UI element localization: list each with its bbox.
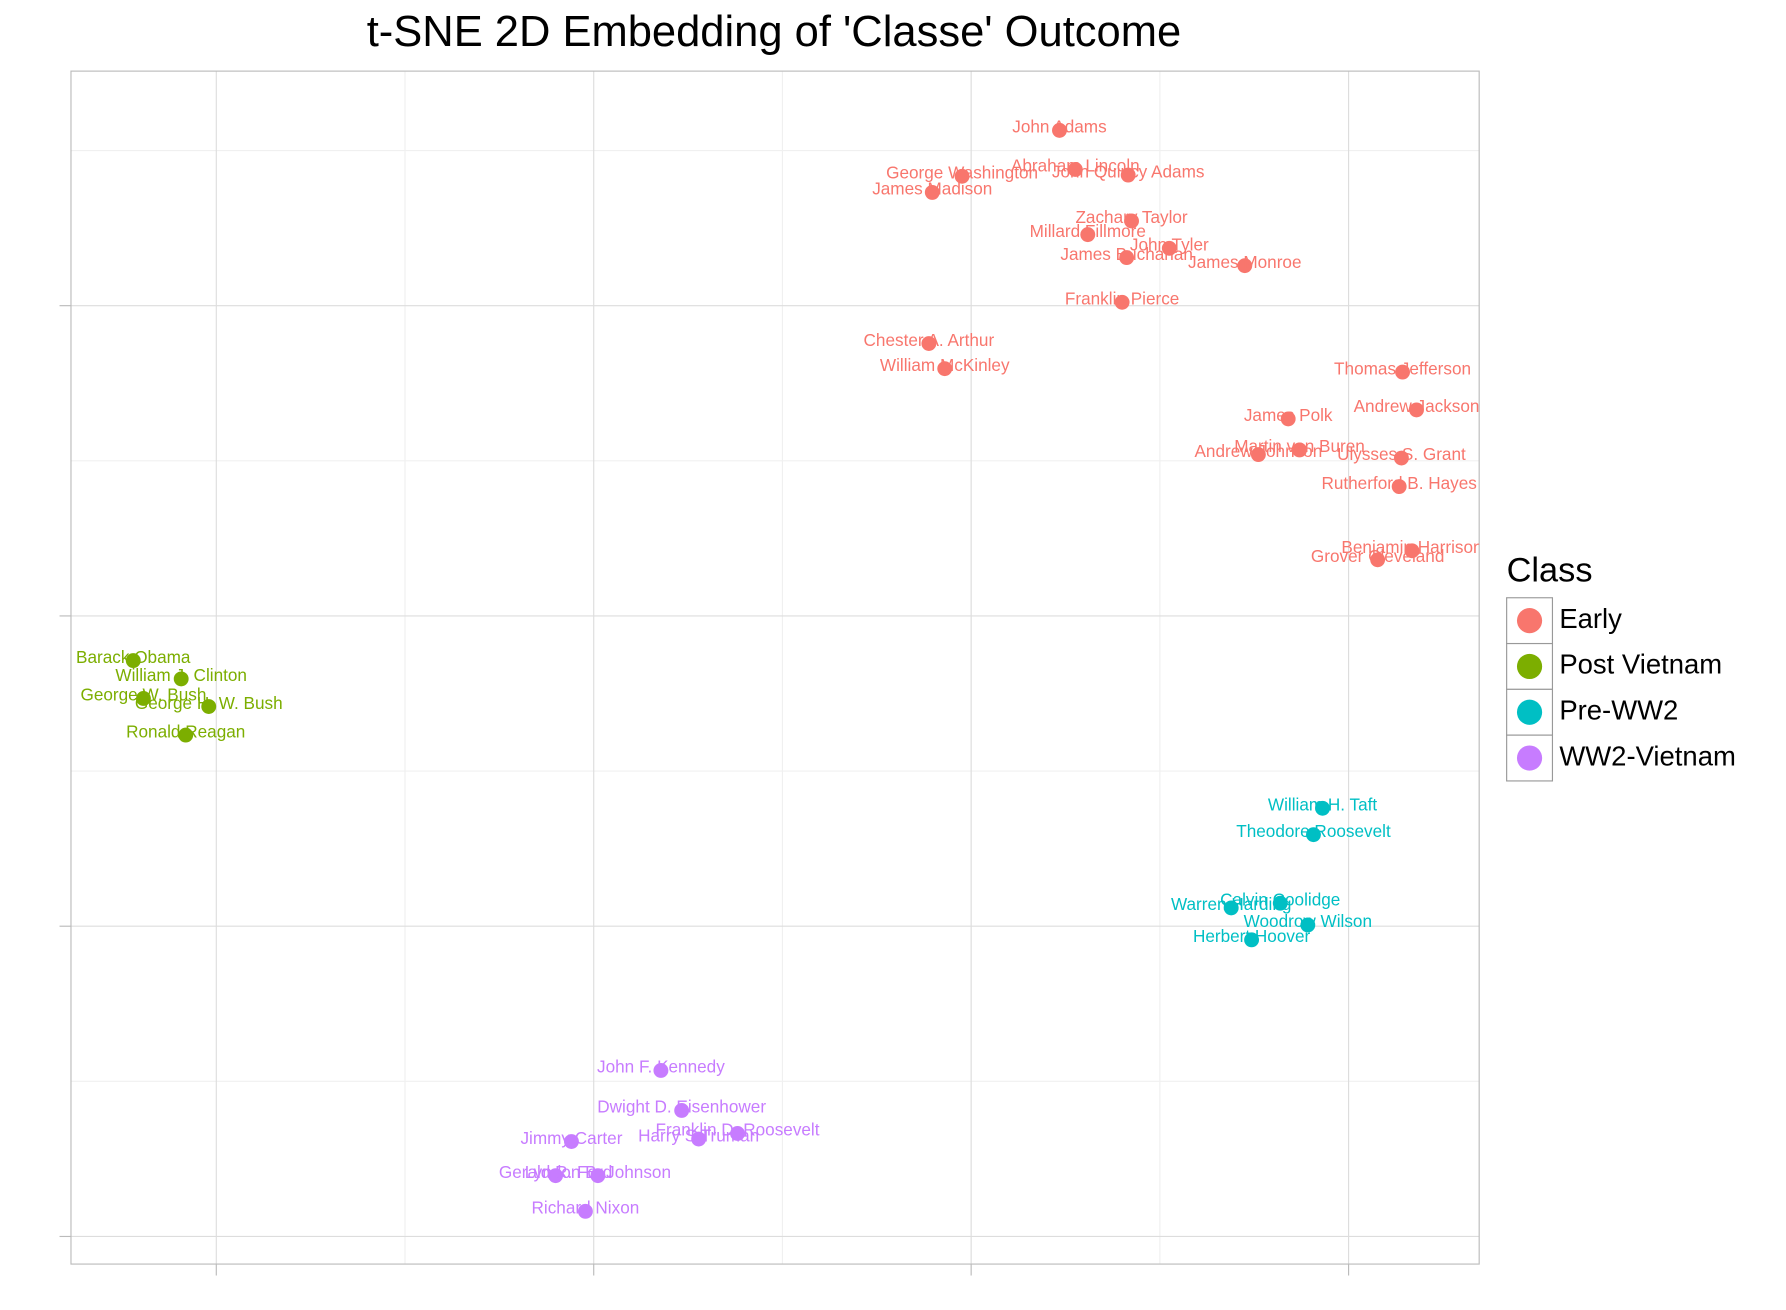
point-label: James Polk: [1244, 405, 1333, 425]
point: [178, 727, 194, 743]
point-label: Martin van Buren: [1234, 436, 1365, 456]
point: [954, 168, 970, 184]
point-label: Franklin D. Roosevelt: [656, 1120, 820, 1140]
point-label: Harry S Truman: [638, 1125, 759, 1145]
point-label: William J. Clinton: [115, 665, 247, 685]
point: [730, 1126, 745, 1141]
point: [1161, 240, 1177, 256]
point-label: Richard Nixon: [532, 1198, 640, 1218]
point: [1244, 932, 1260, 948]
chart-title: t-SNE 2D Embedding of 'Classe' Outcome: [367, 8, 1181, 56]
point-label: Calvin Coolidge: [1220, 889, 1340, 909]
point: [1114, 294, 1130, 310]
point: [1306, 827, 1321, 843]
point-label: Benjamin Harrison: [1341, 537, 1482, 557]
point: [173, 671, 189, 687]
point: [1391, 479, 1407, 494]
point-label: Herbert Hoover: [1193, 926, 1311, 946]
legend-swatch: [1516, 745, 1543, 771]
grid: [59, 71, 1480, 1276]
point-label: William McKinley: [880, 355, 1010, 375]
point-label: John F. Kennedy: [597, 1057, 725, 1077]
point-label: James Madison: [872, 179, 992, 199]
point-label: Warren Harding: [1171, 894, 1291, 914]
legend-label: Early: [1559, 603, 1622, 634]
point-label: John Adams: [1012, 117, 1106, 137]
point: [201, 699, 217, 714]
point-label: Grover Cleveland: [1311, 546, 1445, 566]
point: [136, 691, 151, 706]
point-label: Gerald R. Ford: [499, 1162, 612, 1182]
point: [125, 653, 141, 669]
legend-label: WW2-Vietnam: [1559, 740, 1736, 771]
point-label: Theodore Roosevelt: [1236, 821, 1391, 841]
point: [937, 361, 953, 377]
legend-title: Class: [1507, 552, 1593, 590]
point: [1404, 543, 1420, 559]
point: [924, 184, 940, 200]
point: [653, 1063, 669, 1078]
point: [1237, 258, 1253, 274]
point-label: James Buchanan: [1060, 244, 1193, 264]
point-label: Rutherford B. Hayes: [1321, 473, 1476, 493]
point: [590, 1168, 606, 1184]
point: [1395, 364, 1410, 380]
point: [921, 336, 937, 351]
point: [1067, 162, 1083, 177]
point: [1120, 167, 1136, 183]
point-label: Andrew Johnson: [1194, 441, 1322, 461]
point: [1300, 917, 1316, 933]
point-label: Franklin Pierce: [1065, 289, 1179, 309]
point: [1393, 450, 1409, 466]
point: [1119, 250, 1135, 266]
legend-label: Pre-WW2: [1559, 694, 1678, 725]
point-label: Woodrow Wilson: [1244, 911, 1372, 931]
point-label: Ulysses S. Grant: [1337, 444, 1466, 464]
legend-label: Post Vietnam: [1559, 649, 1722, 680]
point-label: Ronald Reagan: [126, 721, 245, 741]
legend-swatch: [1516, 699, 1543, 725]
point-label: George Washington: [886, 163, 1038, 183]
point: [1292, 442, 1307, 458]
point: [691, 1131, 707, 1147]
legend: Class Early Post Vietnam Pre-WW2 WW2-Vietnam: [1506, 552, 1736, 782]
point: [1272, 895, 1288, 911]
point: [1370, 552, 1386, 568]
plot-border: [70, 70, 1480, 1265]
point-label: Lyndon B. Johnson: [525, 1162, 671, 1182]
point: [564, 1134, 579, 1149]
point-label: Barack Obama: [76, 647, 191, 667]
point-label: Millard Fillmore: [1030, 221, 1146, 241]
point-label: James Monroe: [1188, 252, 1301, 272]
point-label: Zachary Taylor: [1075, 207, 1187, 227]
legend-swatch: [1516, 653, 1543, 680]
point: [1250, 447, 1266, 463]
point-label: John Tyler: [1130, 235, 1209, 255]
point-label: Thomas Jefferson: [1334, 358, 1471, 378]
point-label: John Quincy Adams: [1052, 161, 1205, 181]
point: [1080, 227, 1096, 243]
point-label: Dwight D. Eisenhower: [597, 1097, 766, 1117]
point: [1223, 900, 1239, 916]
point-label: Abraham Lincoln: [1011, 156, 1140, 176]
point-label: William H. Taft: [1268, 795, 1378, 815]
point: [1124, 213, 1140, 229]
point-label: Jimmy Carter: [520, 1128, 622, 1148]
point: [1052, 122, 1067, 138]
point-label: George W. Bush: [81, 685, 207, 705]
point: [1280, 411, 1296, 427]
point-label: Chester A. Arthur: [864, 330, 995, 350]
legend-swatch: [1516, 608, 1543, 634]
point: [1409, 402, 1424, 418]
point-label: George H. W. Bush: [135, 693, 283, 713]
point: [674, 1103, 690, 1118]
point: [1315, 800, 1330, 816]
point: [548, 1168, 564, 1184]
point-label: Andrew Jackson: [1354, 396, 1480, 416]
point: [577, 1203, 593, 1219]
